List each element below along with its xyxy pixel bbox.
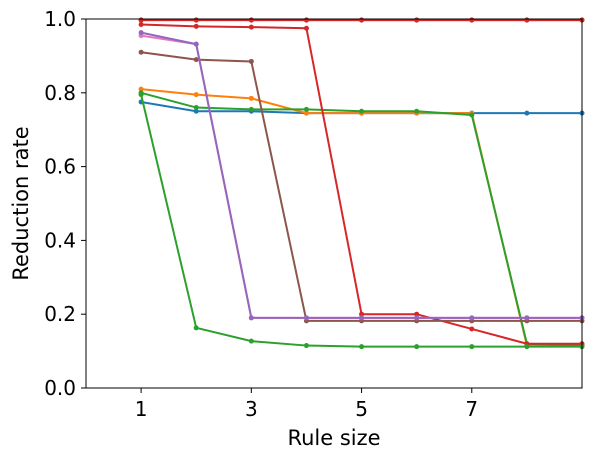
series-line	[141, 88, 582, 347]
axes-layer	[85, 18, 583, 389]
data-point	[138, 92, 144, 98]
data-point	[138, 17, 144, 23]
data-point	[469, 315, 475, 321]
series-line	[140, 34, 582, 319]
data-point	[138, 30, 144, 36]
data-point	[193, 41, 199, 47]
y-tick-label: 0.4	[44, 228, 76, 252]
data-point	[248, 106, 254, 112]
data-point	[193, 92, 199, 98]
data-point	[193, 105, 199, 111]
y-tick-label: 0.2	[44, 302, 76, 326]
ticks-layer: 1 3 5 7 0.0 0.2 0.4 0.6 0.8 1.0	[44, 7, 478, 421]
y-tick-label: 1.0	[44, 7, 76, 31]
series-4	[138, 22, 585, 347]
data-point	[193, 325, 199, 331]
data-point	[248, 24, 254, 30]
data-point	[524, 344, 530, 350]
series-7	[138, 30, 585, 321]
data-point	[524, 110, 530, 116]
plot-frame	[85, 18, 583, 389]
data-point	[359, 311, 365, 317]
series-11	[138, 17, 585, 23]
series-layer	[138, 17, 585, 350]
data-point	[303, 110, 309, 116]
data-point	[414, 17, 420, 23]
series-6	[138, 33, 585, 321]
series-line	[140, 94, 582, 348]
data-point	[303, 17, 309, 23]
data-point	[414, 315, 420, 321]
data-point	[193, 17, 199, 23]
data-point	[414, 311, 420, 317]
x-tick-label: 3	[245, 397, 258, 421]
series-line	[140, 91, 583, 347]
data-point	[469, 326, 475, 332]
data-point	[414, 108, 420, 114]
x-axis-label: Rule size	[287, 426, 380, 450]
series-line	[140, 31, 582, 319]
data-point	[524, 17, 530, 23]
x-tick-label: 5	[355, 397, 368, 421]
data-point	[303, 343, 309, 349]
y-tick-label: 0.0	[44, 376, 76, 400]
data-point	[303, 25, 309, 31]
data-point	[359, 315, 365, 321]
y-tick-label: 0.8	[44, 81, 76, 105]
data-point	[469, 344, 475, 350]
data-point	[248, 338, 254, 344]
data-point	[469, 17, 475, 23]
data-point	[138, 22, 144, 28]
data-point	[193, 57, 199, 63]
y-axis-label: Reduction rate	[9, 126, 33, 280]
x-tick-label: 7	[465, 397, 478, 421]
data-point	[193, 108, 199, 114]
data-point	[138, 86, 144, 92]
data-point	[524, 315, 530, 321]
data-point	[248, 95, 254, 101]
data-point	[359, 344, 365, 350]
y-tick-label: 0.6	[44, 155, 76, 179]
data-point	[469, 112, 475, 118]
data-point	[359, 17, 365, 23]
data-point	[359, 108, 365, 114]
data-point	[138, 49, 144, 55]
data-point	[248, 58, 254, 64]
data-point	[414, 344, 420, 350]
data-point	[303, 106, 309, 112]
series-line	[140, 51, 582, 322]
data-point	[248, 17, 254, 23]
x-tick-label: 1	[135, 397, 148, 421]
data-point	[303, 315, 309, 321]
data-point	[248, 315, 254, 321]
data-point	[193, 23, 199, 29]
